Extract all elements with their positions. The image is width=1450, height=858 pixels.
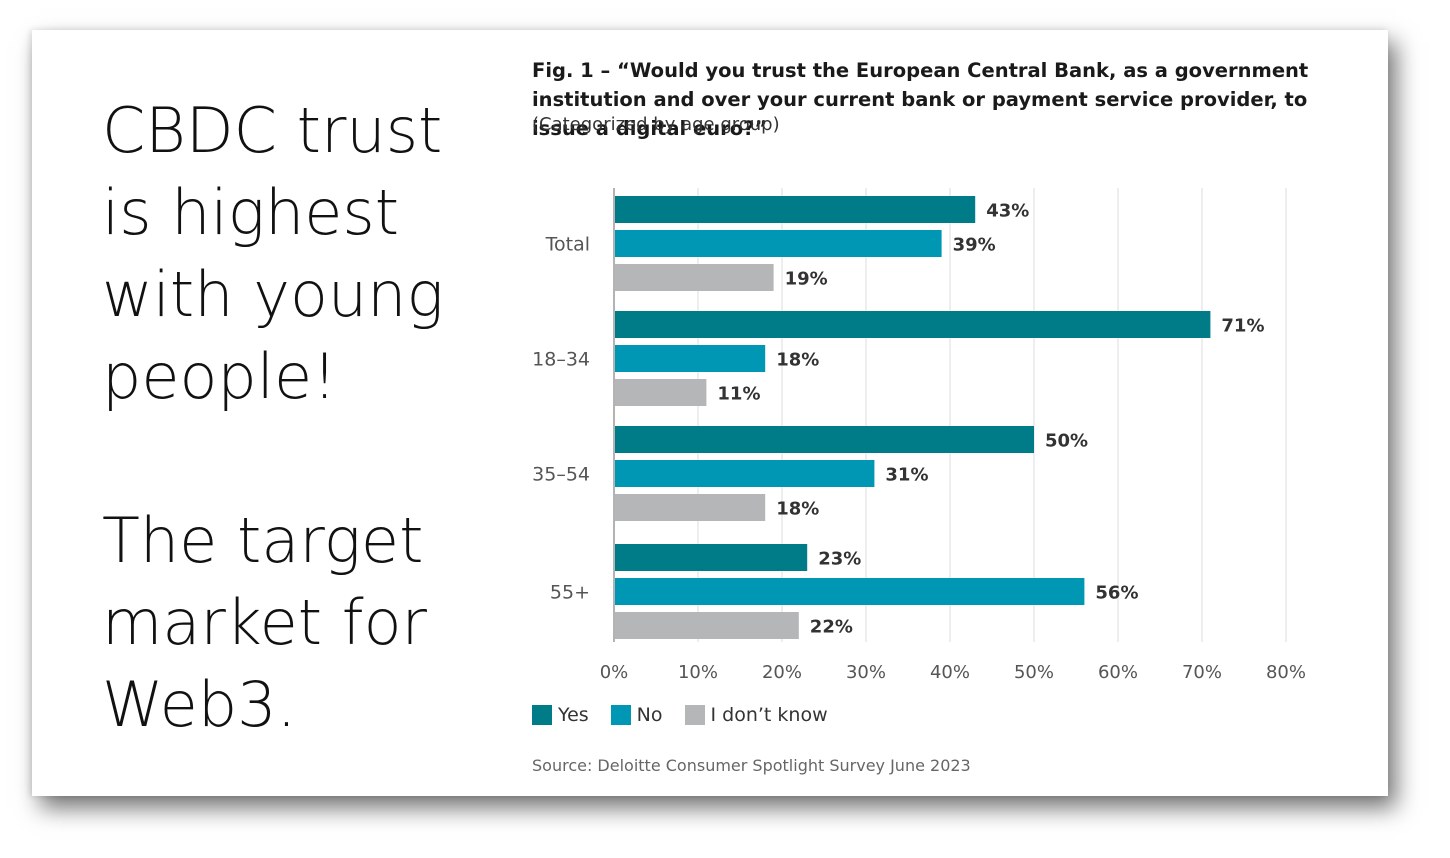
x-tick-label: 20% [762,662,802,683]
data-label: 22% [810,617,853,638]
bar [615,264,774,291]
bar [615,612,799,639]
chart-legend: Yes No I don’t know [532,704,828,726]
data-label: 19% [785,269,828,290]
bar [615,460,875,487]
bar [615,494,766,521]
x-tick-label: 30% [846,662,886,683]
headline-line: with young [102,258,444,331]
bar [615,578,1085,605]
source-note: Source: Deloitte Consumer Spotlight Surv… [532,756,971,775]
legend-swatch-no [610,705,631,725]
headline-line: people! [102,340,338,413]
headline-line: The target [102,504,424,577]
data-label: 23% [818,549,861,570]
slide: CBDC trust is highest with young people!… [32,30,1388,796]
figure-subtitle: (Categorized by age group) [532,114,780,135]
category-label: 55+ [550,582,590,604]
data-label: 43% [986,201,1029,222]
figure-title: Fig. 1 – “Would you trust the European C… [532,59,1309,140]
x-tick-label: 60% [1098,662,1138,683]
headline: CBDC trust is highest with young people!… [102,90,482,746]
legend-label-no: No [636,704,663,726]
x-tick-label: 40% [930,662,970,683]
data-label: 39% [953,235,996,256]
data-label: 31% [885,465,928,486]
headline-line: market for [102,586,427,659]
bar [615,196,976,223]
bar [615,230,942,257]
x-tick-label: 80% [1266,662,1306,683]
data-label: 56% [1095,583,1138,604]
headline-line: Web3. [102,668,297,741]
x-tick-label: 70% [1182,662,1222,683]
category-label: Total [545,234,590,256]
legend-item-yes: Yes [532,704,589,726]
bar [615,544,808,571]
bar-chart: 0% 10% 20% 30% 40% 50% 60% 70% 80% 43% 39% 19% Total… [532,188,1306,683]
legend-item-no: No [610,704,663,726]
category-label: 35–54 [532,464,590,486]
x-tick-label: 10% [678,662,718,683]
headline-line: CBDC trust [102,94,443,167]
x-tick-label: 50% [1014,662,1054,683]
data-label: 18% [776,499,819,520]
legend-swatch-yes [532,705,552,725]
legend-item-dont-know: I don’t know [684,704,828,726]
legend-swatch-dont-know [684,705,705,725]
bar [615,345,766,372]
x-tick-label: 0% [600,662,629,683]
legend-label-yes: Yes [558,704,589,726]
data-label: 11% [717,384,760,405]
data-label: 71% [1221,316,1264,337]
headline-line: is highest [102,176,400,249]
data-label: 50% [1045,431,1088,452]
bar [615,426,1034,453]
category-label: 18–34 [532,349,590,371]
bar [615,379,707,406]
data-label: 18% [776,350,819,371]
bar [615,311,1211,338]
legend-label-dont-know: I don’t know [710,704,828,726]
